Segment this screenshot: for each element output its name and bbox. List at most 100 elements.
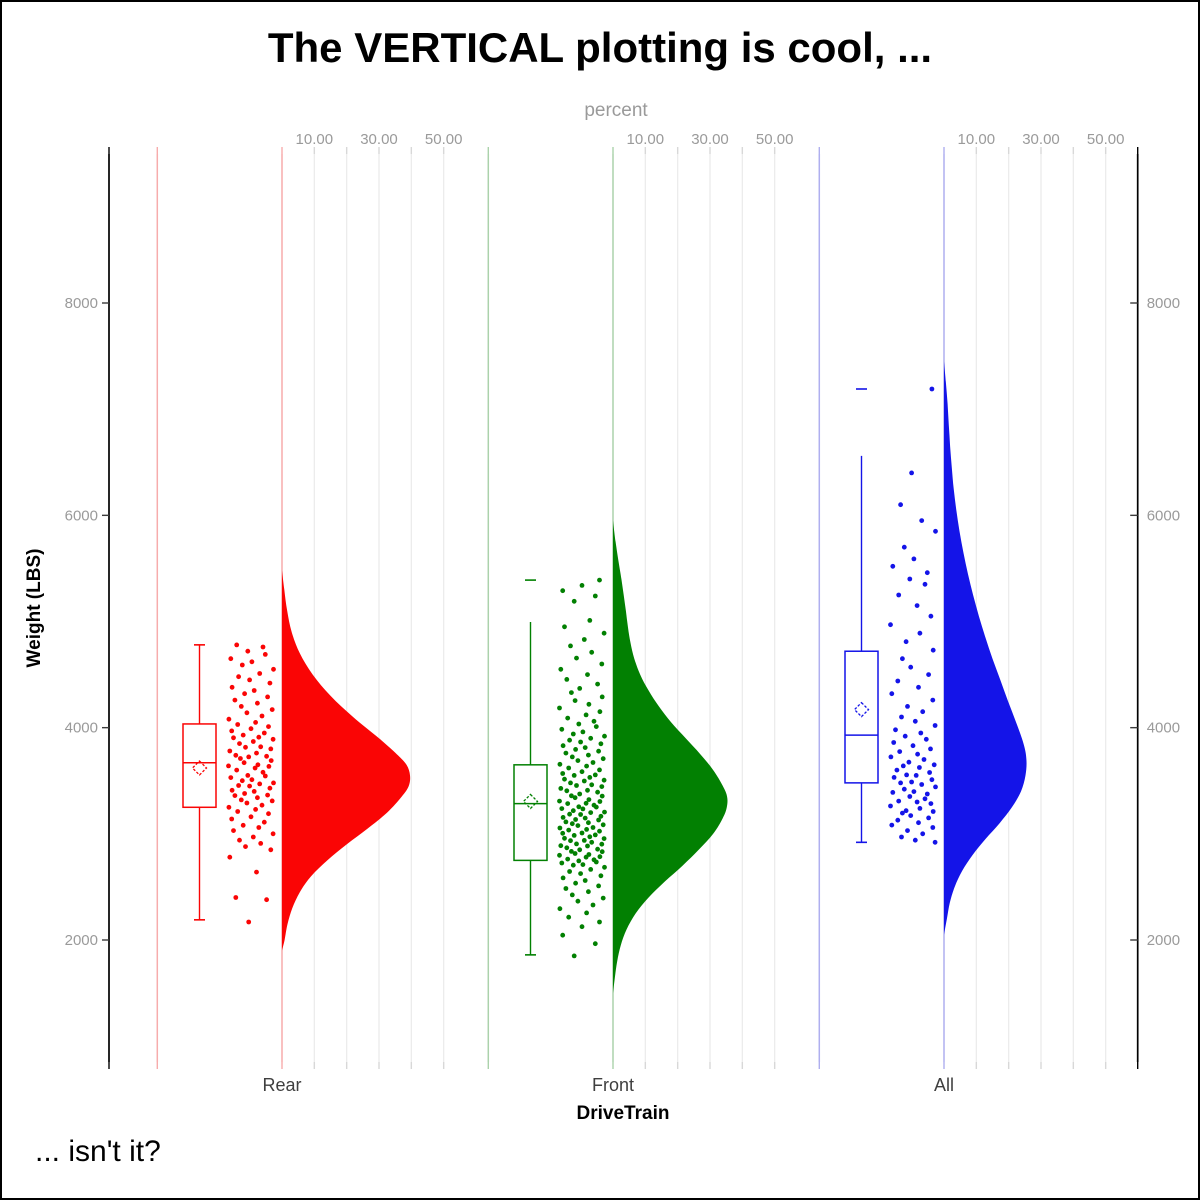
- data-point: [921, 757, 927, 762]
- data-point: [566, 827, 572, 833]
- data-point: [920, 831, 926, 837]
- data-point: [564, 788, 570, 794]
- data-point: [267, 680, 273, 686]
- data-point: [601, 836, 607, 841]
- data-point: [236, 674, 242, 680]
- data-point: [917, 806, 923, 811]
- data-point: [582, 745, 588, 750]
- tick-labels-layer: 10.00 30.00 50.00 Rear 10.00 30.00 50.00 Front 1…: [65, 131, 1180, 1095]
- data-point: [564, 845, 570, 851]
- data-point: [239, 662, 245, 668]
- boxplots-layer: [182, 388, 879, 956]
- data-point: [587, 775, 593, 780]
- data-point: [588, 867, 594, 872]
- data-point: [241, 760, 247, 766]
- data-point: [888, 754, 894, 760]
- data-point: [269, 798, 275, 804]
- data-point: [583, 800, 589, 806]
- data-point: [268, 758, 274, 763]
- data-point: [571, 833, 577, 838]
- data-point: [569, 892, 575, 898]
- data-point: [911, 789, 917, 794]
- data-point: [933, 784, 938, 790]
- top-axis-tick-label: 10.00: [958, 131, 996, 148]
- data-point: [928, 613, 934, 619]
- data-point: [888, 622, 893, 628]
- violin-front: [613, 520, 728, 994]
- category-label-all: All: [934, 1075, 954, 1095]
- data-point: [259, 802, 265, 808]
- data-point: [557, 852, 562, 858]
- data-point: [919, 518, 925, 523]
- data-point: [250, 834, 256, 840]
- data-point: [593, 724, 599, 729]
- data-point: [929, 777, 935, 783]
- data-point: [266, 724, 271, 729]
- data-point: [575, 823, 581, 828]
- data-point: [249, 659, 255, 665]
- data-point: [585, 672, 590, 677]
- data-point: [566, 765, 572, 771]
- data-point: [894, 767, 900, 773]
- data-point: [914, 799, 920, 805]
- data-point: [246, 754, 252, 760]
- data-point: [254, 750, 259, 756]
- data-point: [229, 787, 235, 793]
- data-point: [597, 828, 602, 834]
- chart-title: The VERTICAL plotting is cool, ...: [267, 24, 933, 71]
- data-point: [575, 898, 581, 904]
- data-point: [911, 556, 917, 562]
- data-point: [601, 630, 607, 636]
- top-axis-tick-label: 50.00: [1087, 131, 1125, 148]
- data-point: [226, 763, 231, 769]
- data-point: [913, 773, 919, 778]
- data-point: [240, 732, 246, 738]
- data-point: [912, 718, 918, 724]
- data-point: [930, 647, 936, 653]
- box-iqr: [513, 764, 548, 862]
- mean-diamond: [853, 701, 870, 718]
- data-point: [903, 808, 909, 814]
- data-point: [930, 809, 936, 814]
- data-point: [586, 889, 591, 895]
- data-point: [933, 528, 938, 534]
- data-point: [235, 722, 241, 727]
- data-point: [920, 709, 926, 715]
- data-point: [562, 624, 567, 630]
- data-point: [560, 743, 566, 749]
- data-point: [569, 690, 574, 695]
- data-point: [562, 835, 567, 841]
- data-point: [271, 780, 276, 786]
- data-point: [914, 603, 920, 608]
- data-point: [895, 678, 901, 684]
- data-point: [917, 765, 922, 770]
- violins-layer: [282, 361, 1027, 994]
- data-point: [568, 838, 573, 844]
- data-point: [581, 637, 587, 642]
- data-point: [579, 924, 585, 930]
- data-point: [568, 780, 573, 786]
- data-point: [568, 643, 573, 649]
- top-axis-tick-label: 30.00: [691, 131, 729, 148]
- data-point: [234, 642, 240, 648]
- data-point: [578, 871, 583, 876]
- data-point: [248, 726, 254, 732]
- data-point: [253, 807, 258, 812]
- data-point: [233, 895, 239, 900]
- data-point: [915, 751, 920, 757]
- data-point: [572, 795, 578, 801]
- data-point: [560, 830, 566, 836]
- data-point: [598, 813, 604, 819]
- data-point: [597, 799, 603, 804]
- data-point: [926, 815, 931, 821]
- data-point: [597, 577, 602, 583]
- data-point: [268, 746, 274, 752]
- data-point: [919, 782, 925, 787]
- data-point: [580, 806, 586, 812]
- data-point: [923, 736, 929, 742]
- data-point: [242, 691, 248, 697]
- data-point: [557, 906, 563, 912]
- x-axis-title: DriveTrain: [577, 1103, 670, 1124]
- data-point: [893, 727, 898, 733]
- data-point: [899, 714, 904, 720]
